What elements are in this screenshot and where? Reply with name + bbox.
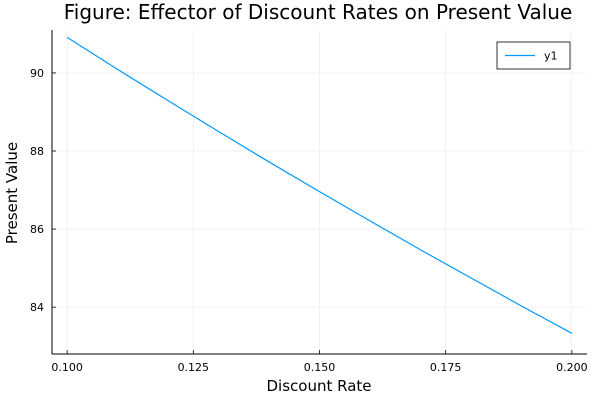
x-tick-label: 0.100 xyxy=(51,361,83,374)
x-tick-label: 0.175 xyxy=(430,361,462,374)
x-axis-label: Discount Rate xyxy=(266,377,371,395)
y-tick-label: 88 xyxy=(30,145,44,158)
legend-label: y1 xyxy=(544,50,558,63)
grid xyxy=(52,30,587,354)
y-axis-label: Present Value xyxy=(3,142,21,244)
x-tick-label: 0.150 xyxy=(304,361,336,374)
y-tick-label: 90 xyxy=(30,67,44,80)
chart-title: Figure: Effector of Discount Rates on Pr… xyxy=(64,0,573,24)
series-line-y1 xyxy=(66,36,573,334)
x-tick-label: 0.200 xyxy=(556,361,588,374)
x-tick-label: 0.125 xyxy=(178,361,210,374)
legend: y1 xyxy=(496,41,571,70)
series xyxy=(66,36,573,334)
y-tick-label: 84 xyxy=(30,301,44,314)
ticks: 0.100 0.125 0.150 0.175 0.200 84 86 88 90 xyxy=(30,67,588,374)
y-tick-label: 86 xyxy=(30,223,44,236)
